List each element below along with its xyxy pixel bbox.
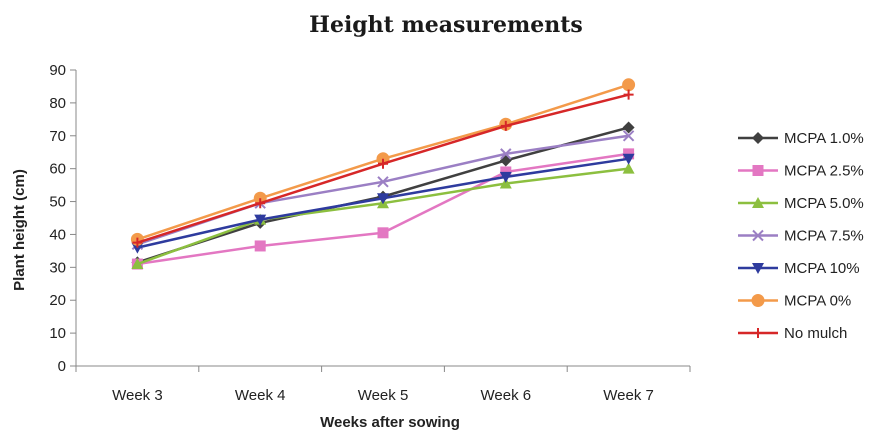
- y-tick-label: 10: [49, 325, 66, 342]
- legend-label: MCPA 0%: [784, 293, 851, 310]
- legend-item: MCPA 2.5%: [738, 163, 864, 180]
- legend-label: MCPA 10%: [784, 260, 860, 277]
- y-tick-label: 20: [49, 292, 66, 309]
- legend-item: MCPA 10%: [738, 260, 860, 277]
- legend-item: No mulch: [738, 325, 847, 342]
- legend-label: MCPA 5.0%: [784, 195, 864, 212]
- legend-marker: [751, 294, 765, 307]
- data-point: [499, 177, 512, 189]
- data-point: [622, 153, 635, 165]
- x-tick-label: Week 4: [235, 387, 286, 404]
- data-point: [132, 237, 143, 248]
- data-point: [500, 148, 512, 160]
- x-tick-label: Week 5: [358, 387, 409, 404]
- y-tick-label: 90: [49, 62, 66, 79]
- data-point: [622, 162, 635, 174]
- axes: 0 10 20 30 40 50 60 70 80 90 Week 3 Week 4 Week 5 Wee…: [49, 62, 691, 404]
- data-point: [377, 227, 389, 239]
- x-tick-label: Week 3: [112, 387, 163, 404]
- data-point: [622, 121, 635, 134]
- data-point: [622, 78, 636, 92]
- legend-marker: [752, 132, 764, 144]
- y-tick-label: 40: [49, 226, 66, 243]
- data-point: [499, 171, 512, 183]
- chart-title: Height measurements: [309, 12, 583, 38]
- data-point: [623, 89, 634, 100]
- legend-label: MCPA 7.5%: [784, 228, 864, 245]
- legend-item: MCPA 1.0%: [738, 130, 864, 147]
- y-tick-label: 60: [49, 161, 66, 178]
- data-point: [377, 193, 389, 205]
- data-point: [131, 242, 144, 254]
- series-layer: [130, 78, 636, 270]
- y-tick-label: 30: [49, 259, 66, 276]
- data-point: [500, 120, 511, 131]
- y-tick-label: 80: [49, 95, 66, 112]
- data-point: [131, 258, 144, 270]
- y-axis-label: Plant height (cm): [11, 169, 28, 291]
- legend-item: MCPA 7.5%: [738, 228, 864, 245]
- legend-item: MCPA 0%: [738, 293, 851, 310]
- x-tick-label: Week 6: [481, 387, 532, 404]
- y-tick-label: 50: [49, 194, 66, 211]
- series-6: [132, 89, 634, 248]
- series-4: [131, 153, 635, 254]
- data-point: [499, 154, 512, 167]
- legend-marker: [752, 165, 764, 176]
- data-point: [254, 214, 267, 226]
- legend-label: MCPA 2.5%: [784, 163, 864, 180]
- legend-marker: [752, 197, 764, 208]
- legend-label: MCPA 1.0%: [784, 130, 864, 147]
- data-point: [378, 158, 388, 169]
- data-point: [254, 240, 266, 252]
- y-tick-label: 70: [49, 128, 66, 145]
- data-point: [377, 176, 389, 188]
- legend-marker: [753, 328, 763, 338]
- data-point: [622, 130, 635, 142]
- legend-marker: [752, 263, 764, 274]
- legend: MCPA 1.0% MCPA 2.5% MCPA 5.0% MCPA 7.5% MCPA…: [738, 130, 864, 342]
- x-tick-label: Week 7: [603, 387, 654, 404]
- legend-label: No mulch: [784, 325, 847, 342]
- legend-item: MCPA 5.0%: [738, 195, 864, 212]
- y-tick-label: 0: [58, 358, 66, 375]
- legend-marker: [752, 229, 764, 242]
- data-point: [255, 198, 266, 209]
- x-axis-label: Weeks after sowing: [320, 414, 460, 431]
